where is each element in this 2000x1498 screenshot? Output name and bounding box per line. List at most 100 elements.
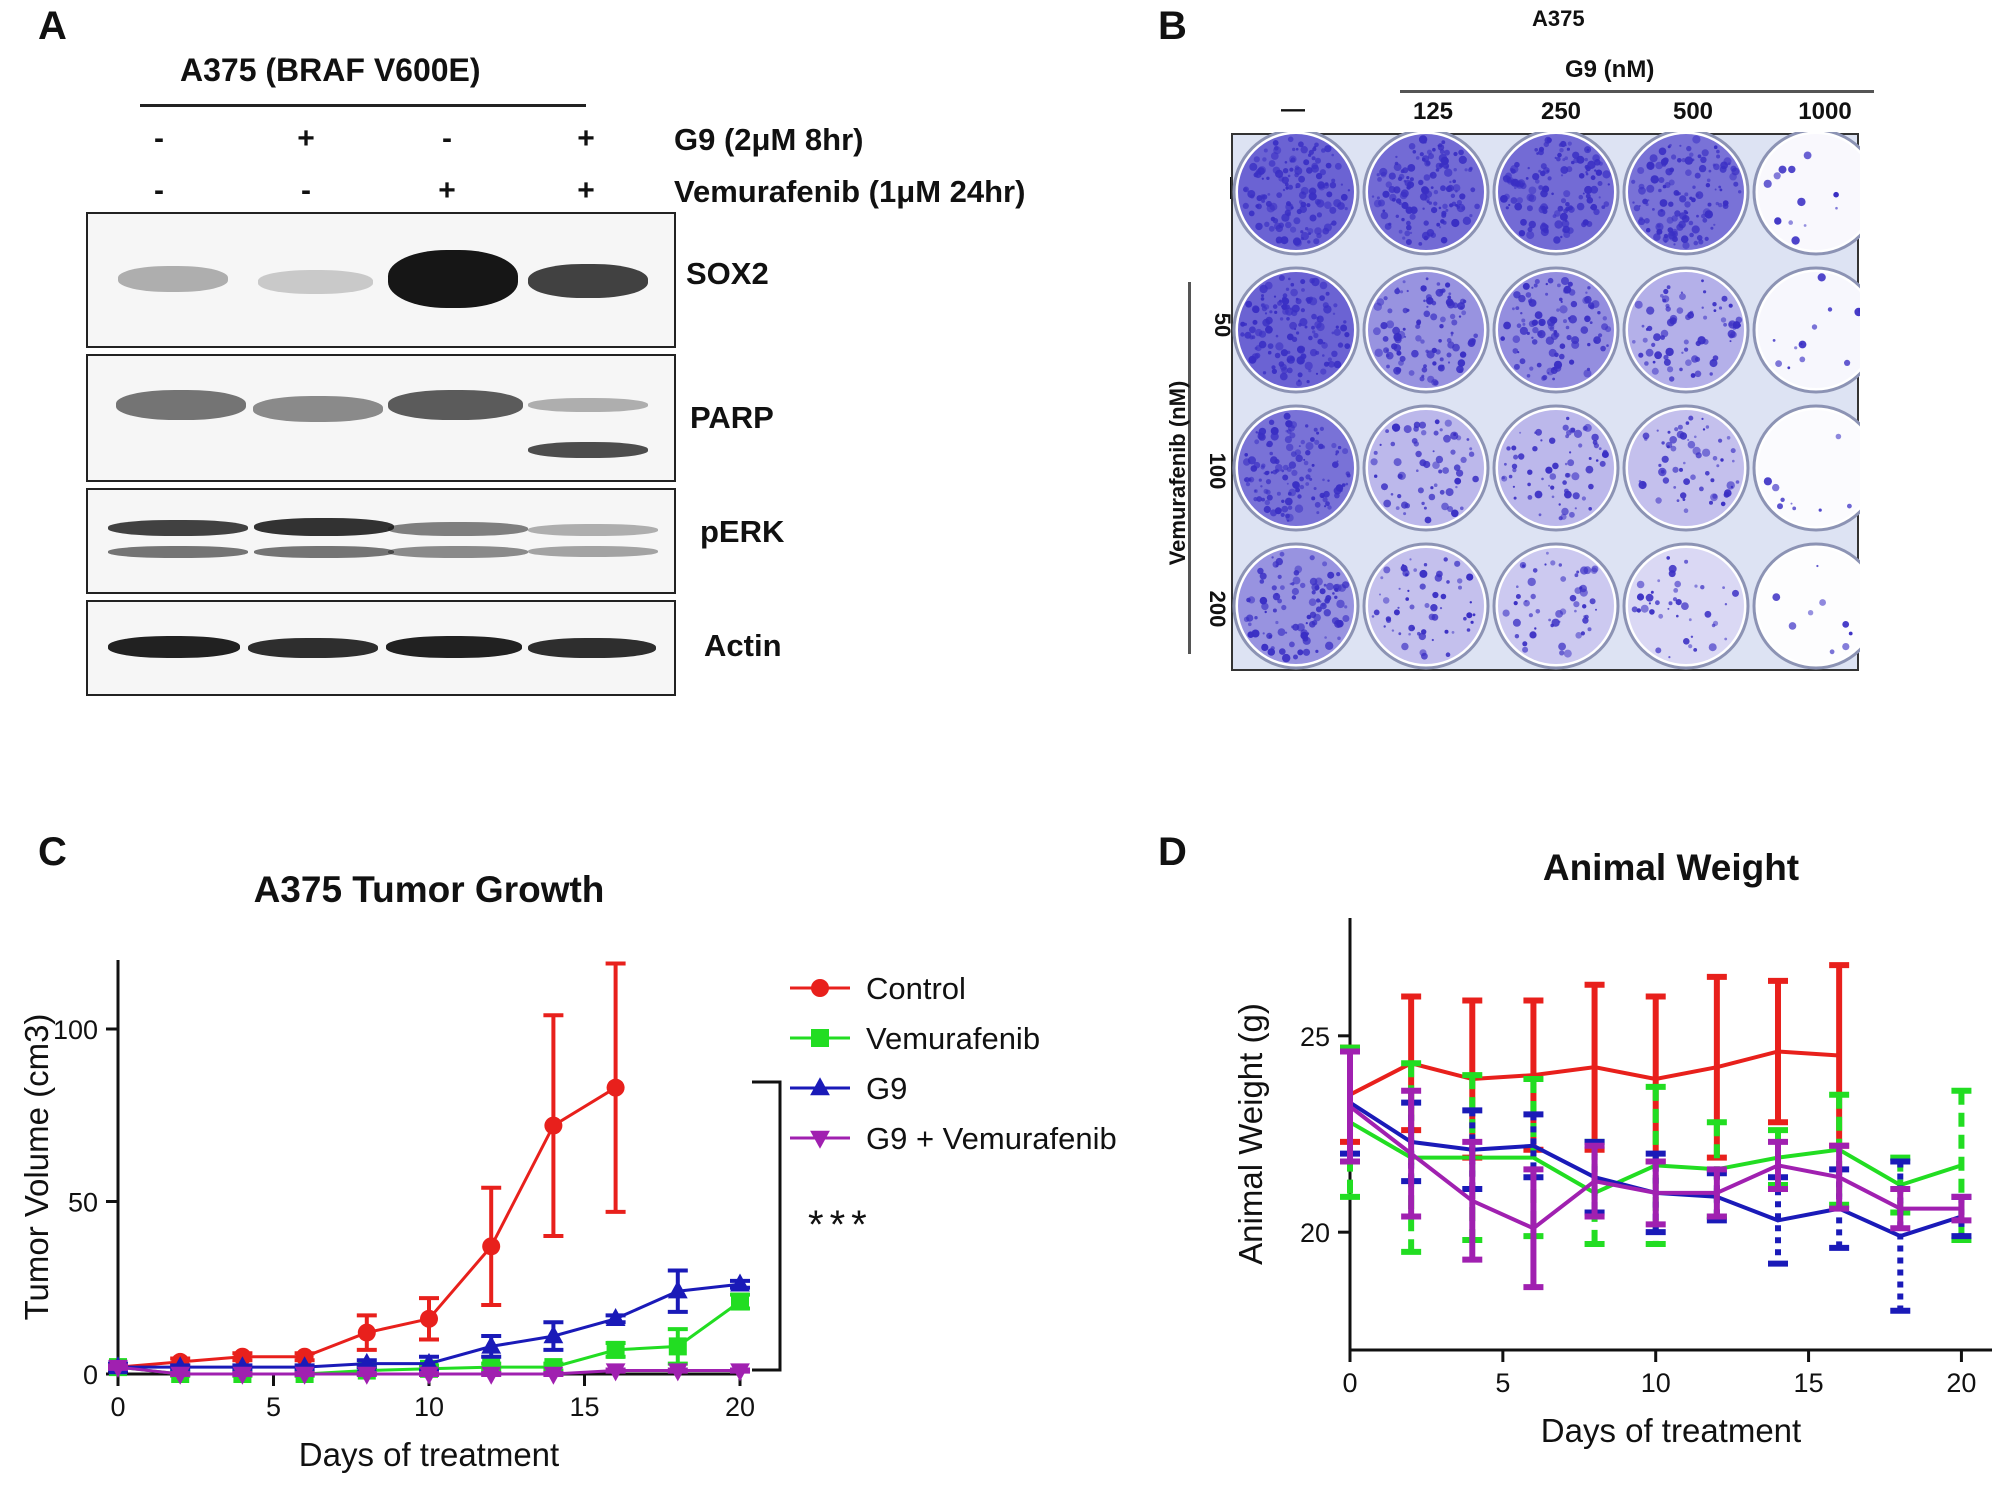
colony-speck <box>1245 482 1251 487</box>
colony-speck <box>1281 505 1289 513</box>
colony-speck <box>1246 597 1251 603</box>
colony-speck <box>1549 437 1556 444</box>
colony-speck <box>1730 448 1736 454</box>
well-r1-c1 <box>1232 132 1360 256</box>
well-rim <box>1752 404 1860 532</box>
colony-speck <box>1382 190 1390 198</box>
colony-speck <box>1295 182 1301 189</box>
well-rim <box>1622 266 1750 394</box>
colony-speck <box>1538 169 1542 173</box>
colony-speck <box>1646 306 1655 315</box>
colony-speck <box>1439 428 1443 432</box>
colony-speck <box>1698 239 1704 245</box>
colony-speck <box>1512 485 1515 488</box>
colony-speck <box>1300 353 1307 360</box>
colony-speck <box>1453 432 1457 437</box>
colony-speck <box>1702 217 1708 223</box>
colony-speck <box>1332 592 1335 595</box>
colony-speck <box>1255 345 1262 352</box>
colony-speck <box>1269 310 1273 314</box>
colony-speck <box>1599 460 1606 467</box>
colony-speck <box>1281 469 1285 473</box>
colony-speck <box>1679 467 1683 472</box>
colony-speck <box>1672 466 1679 473</box>
colony-speck <box>1683 638 1690 645</box>
colony-speck <box>1407 164 1416 172</box>
colony-speck <box>1264 499 1270 506</box>
colony-speck <box>1676 499 1680 502</box>
colony-speck <box>1521 318 1526 323</box>
colony-speck <box>1640 604 1649 613</box>
colony-speck <box>1452 302 1459 309</box>
colony-speck <box>1444 168 1453 177</box>
colony-speck <box>1443 434 1451 443</box>
colony-speck <box>1576 570 1580 574</box>
colony-speck <box>1431 638 1434 642</box>
colony-speck <box>1522 322 1526 326</box>
colony-speck <box>1306 167 1313 174</box>
colony-speck <box>1686 145 1692 152</box>
colony-speck <box>1652 208 1655 211</box>
colony-speck <box>1270 432 1279 441</box>
colony-speck <box>1290 226 1297 233</box>
colony-speck <box>1399 355 1406 362</box>
colony-speck <box>1442 467 1449 474</box>
colony-speck <box>1638 480 1647 490</box>
colony-speck <box>1547 176 1552 181</box>
colony-speck <box>1399 290 1404 294</box>
colony-speck <box>1379 167 1388 177</box>
colony-speck <box>1654 351 1662 360</box>
parp-band-lane1 <box>116 390 246 420</box>
colony-speck <box>1305 622 1308 625</box>
colony-speck <box>1256 203 1262 210</box>
colony-speck <box>1514 186 1517 190</box>
colony-speck <box>1265 316 1273 325</box>
colony-speck <box>1287 136 1294 143</box>
colony-speck <box>1528 186 1537 195</box>
colony-speck <box>1265 479 1272 485</box>
colony-speck <box>1594 169 1597 172</box>
colony-speck <box>1252 306 1260 314</box>
colony-speck <box>1549 473 1557 480</box>
colony-speck <box>1423 140 1427 144</box>
y-tick-label: 100 <box>53 1015 98 1045</box>
colony-speck <box>1323 361 1330 367</box>
colony-speck <box>1473 333 1478 339</box>
sign-vem-lane3: + <box>438 174 456 207</box>
colony-speck <box>1517 351 1520 354</box>
colony-speck <box>1418 179 1424 186</box>
colony-speck <box>1289 432 1296 439</box>
colony-speck <box>1284 161 1288 164</box>
colony-speck <box>1415 324 1421 329</box>
colony-speck <box>1328 361 1335 368</box>
colony-speck <box>1661 455 1669 463</box>
colony-speck <box>1712 302 1717 307</box>
colony-speck <box>1439 324 1444 329</box>
vem-dose-row4: 200 <box>1205 590 1230 628</box>
colony-speck <box>1307 228 1314 234</box>
colony-speck <box>1323 609 1331 617</box>
colony-speck <box>1708 169 1712 173</box>
colony-speck <box>1325 501 1330 507</box>
colony-speck <box>1272 561 1280 568</box>
colony-speck <box>1690 373 1696 378</box>
colony-speck <box>1553 364 1562 372</box>
marker-triangle-up <box>356 1352 377 1371</box>
colony-speck <box>1560 206 1563 209</box>
colony-speck <box>1529 366 1534 371</box>
colony-speck <box>1306 380 1310 384</box>
well-r1-c4 <box>1622 132 1750 256</box>
colony-speck <box>1500 336 1505 341</box>
colony-speck <box>1379 443 1382 446</box>
colony-speck <box>1712 620 1719 626</box>
colony-speck <box>1385 429 1389 433</box>
colony-speck <box>1590 175 1596 181</box>
colony-speck <box>1400 189 1409 198</box>
series-g9-vemurafenib <box>108 1359 750 1385</box>
colony-speck <box>1444 629 1449 634</box>
colony-speck <box>1556 308 1560 312</box>
colony-speck <box>1340 324 1348 332</box>
colony-speck <box>1395 506 1400 510</box>
colony-speck <box>1530 593 1536 600</box>
colony-speck <box>1578 194 1584 200</box>
